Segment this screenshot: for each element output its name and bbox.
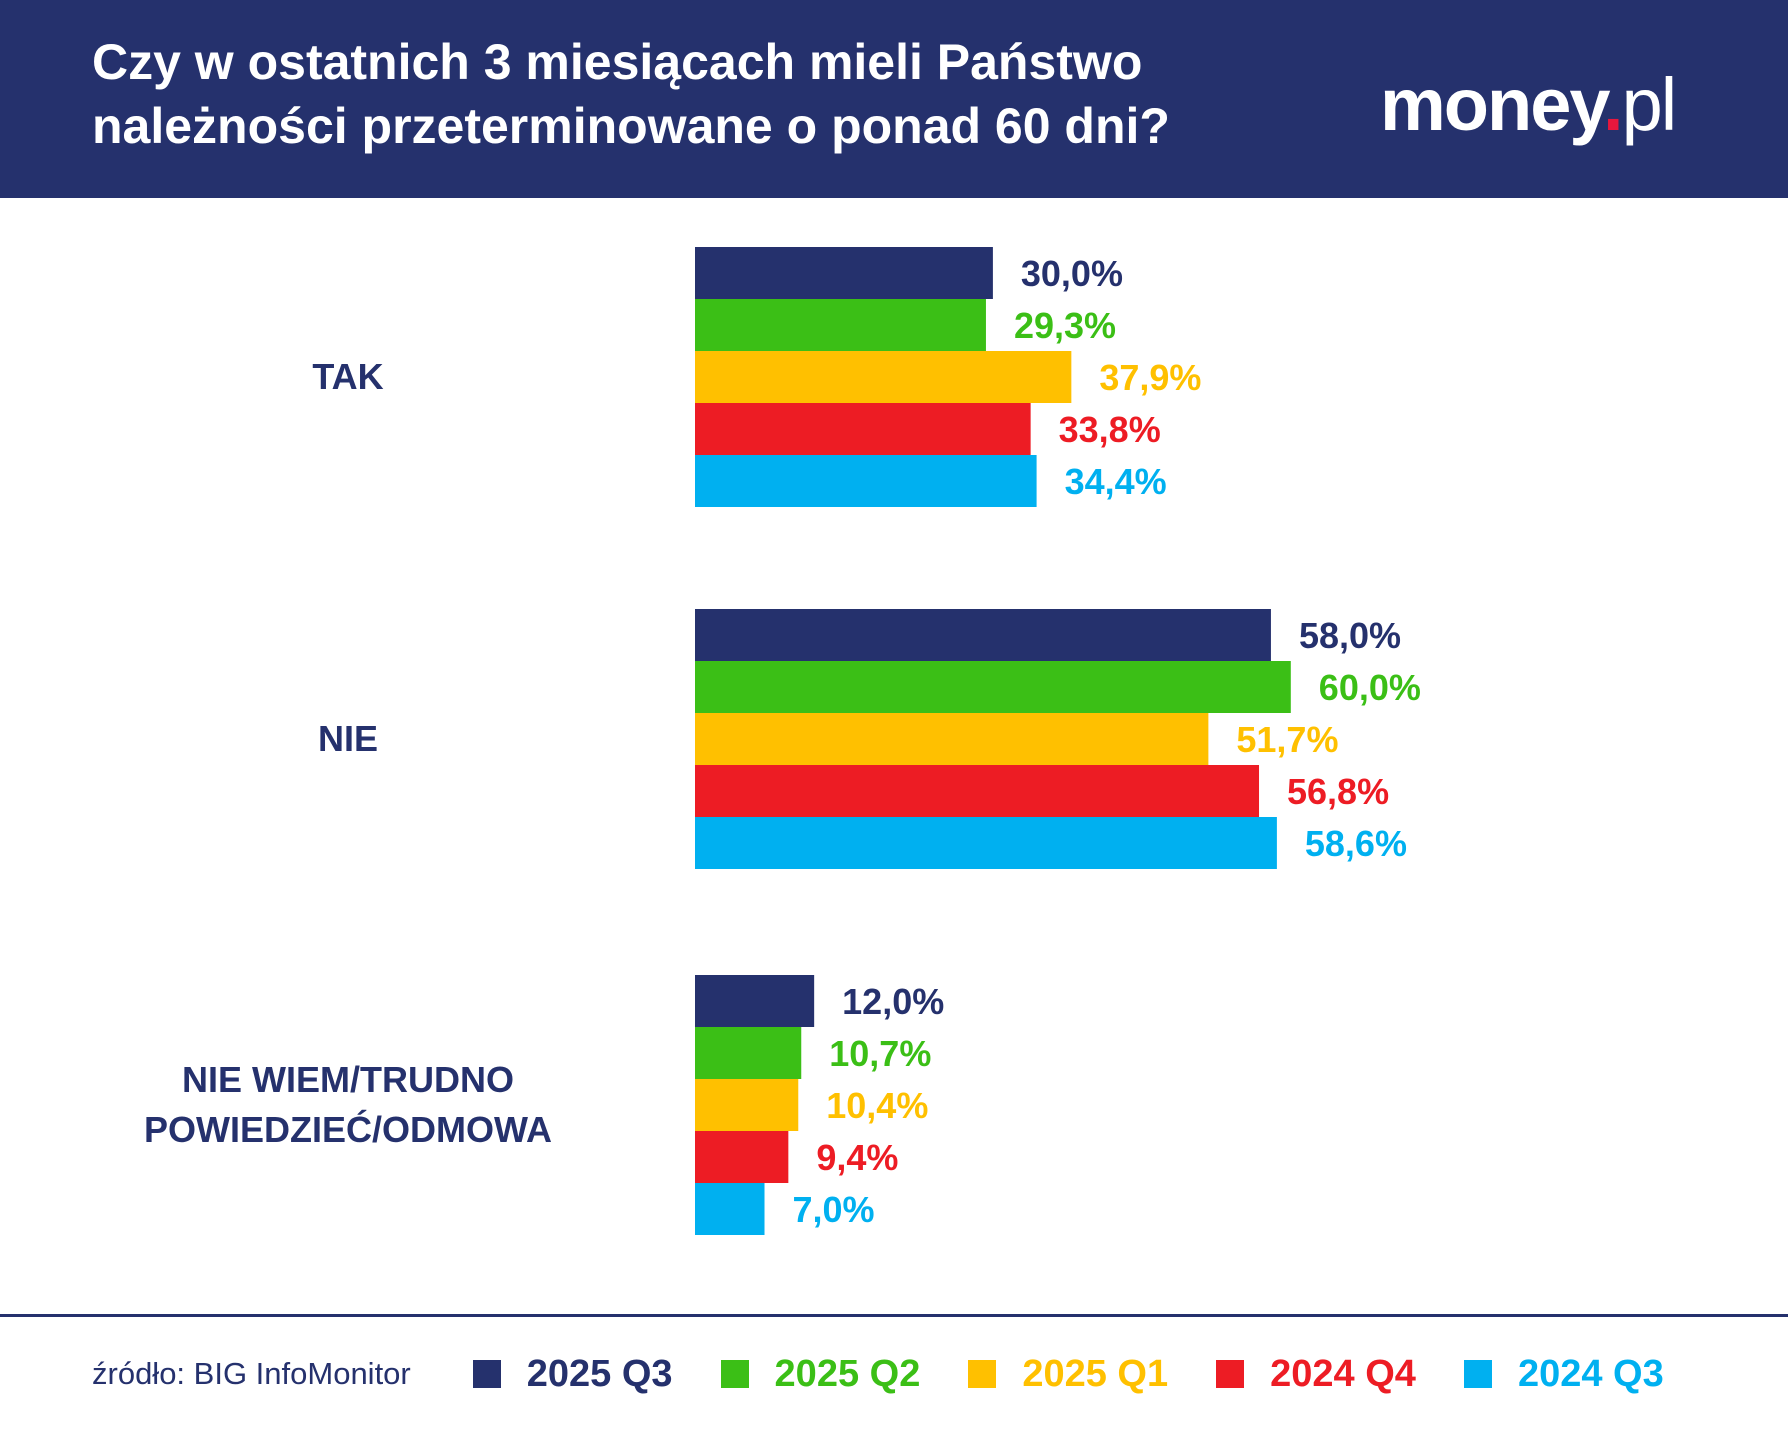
legend-label: 2025 Q3 <box>526 1352 673 1395</box>
legend-item: 2024 Q4 <box>1216 1353 1416 1396</box>
data-label: 33,8% <box>1059 409 1161 450</box>
legend-item: 2024 Q3 <box>1463 1352 1664 1396</box>
data-label: 7,0% <box>793 1189 875 1230</box>
legend-label: 2025 Q1 <box>1022 1352 1169 1395</box>
bar <box>695 765 1260 817</box>
bar <box>695 817 1277 869</box>
bar <box>695 609 1271 661</box>
legend-item: 2025 Q1 <box>968 1353 1168 1396</box>
category-label: NIE <box>318 718 378 759</box>
bar-chart: TAK 30,0% 29,3% 37,9% 33,8% 34,4% NIE 58,0% 60,0… <box>144 247 1421 1235</box>
bar <box>695 351 1072 403</box>
bar <box>695 455 1037 507</box>
source-label: źródło: BIG InfoMonitor <box>92 1356 411 1391</box>
legend-swatch <box>1463 1360 1492 1388</box>
header: Czy w ostatnich 3 miesiącach mieli Państ… <box>0 0 1788 198</box>
data-label: 51,7% <box>1236 719 1338 760</box>
legend-item: 2025 Q2 <box>720 1352 921 1396</box>
data-label: 58,0% <box>1299 615 1401 656</box>
data-label: 29,3% <box>1014 305 1116 346</box>
bar <box>695 299 986 351</box>
category-label: NIE WIEM/TRUDNO POWIEDZIEĆ/ODMOWA <box>144 1059 552 1150</box>
chart-title: Czy w ostatnich 3 miesiącach mieli Państ… <box>92 34 1170 154</box>
legend-label: 2024 Q4 <box>1270 1352 1416 1395</box>
bar <box>695 403 1031 455</box>
data-label: 10,4% <box>826 1085 928 1126</box>
data-label: 37,9% <box>1099 357 1201 398</box>
data-label: 60,0% <box>1319 667 1421 708</box>
bar <box>695 661 1291 713</box>
legend: źródło: BIG InfoMonitor 2025 Q3 2025 Q2 20… <box>92 1352 1712 1396</box>
data-label: 12,0% <box>842 981 944 1022</box>
bar <box>695 247 993 299</box>
bar <box>695 1183 765 1235</box>
legend-swatch <box>968 1360 997 1388</box>
legend-swatch <box>472 1360 501 1388</box>
legend-swatch <box>1216 1360 1245 1388</box>
data-label: 9,4% <box>816 1137 898 1178</box>
bar <box>695 713 1209 765</box>
legend-swatch <box>720 1360 749 1388</box>
bar <box>695 1079 799 1131</box>
legend-item: 2025 Q3 <box>472 1352 673 1396</box>
money-pl-logo: money.pl <box>1380 63 1677 146</box>
bar <box>695 1027 802 1079</box>
data-label: 30,0% <box>1021 253 1123 294</box>
category-label: TAK <box>312 356 383 397</box>
legend-label: 2024 Q3 <box>1517 1352 1664 1395</box>
bar <box>695 1131 789 1183</box>
legend-label: 2025 Q2 <box>774 1352 921 1395</box>
bar <box>695 975 815 1027</box>
data-label: 58,6% <box>1305 823 1407 864</box>
divider <box>0 1314 1788 1317</box>
data-label: 10,7% <box>829 1033 931 1074</box>
data-label: 56,8% <box>1287 771 1389 812</box>
data-label: 34,4% <box>1065 461 1167 502</box>
